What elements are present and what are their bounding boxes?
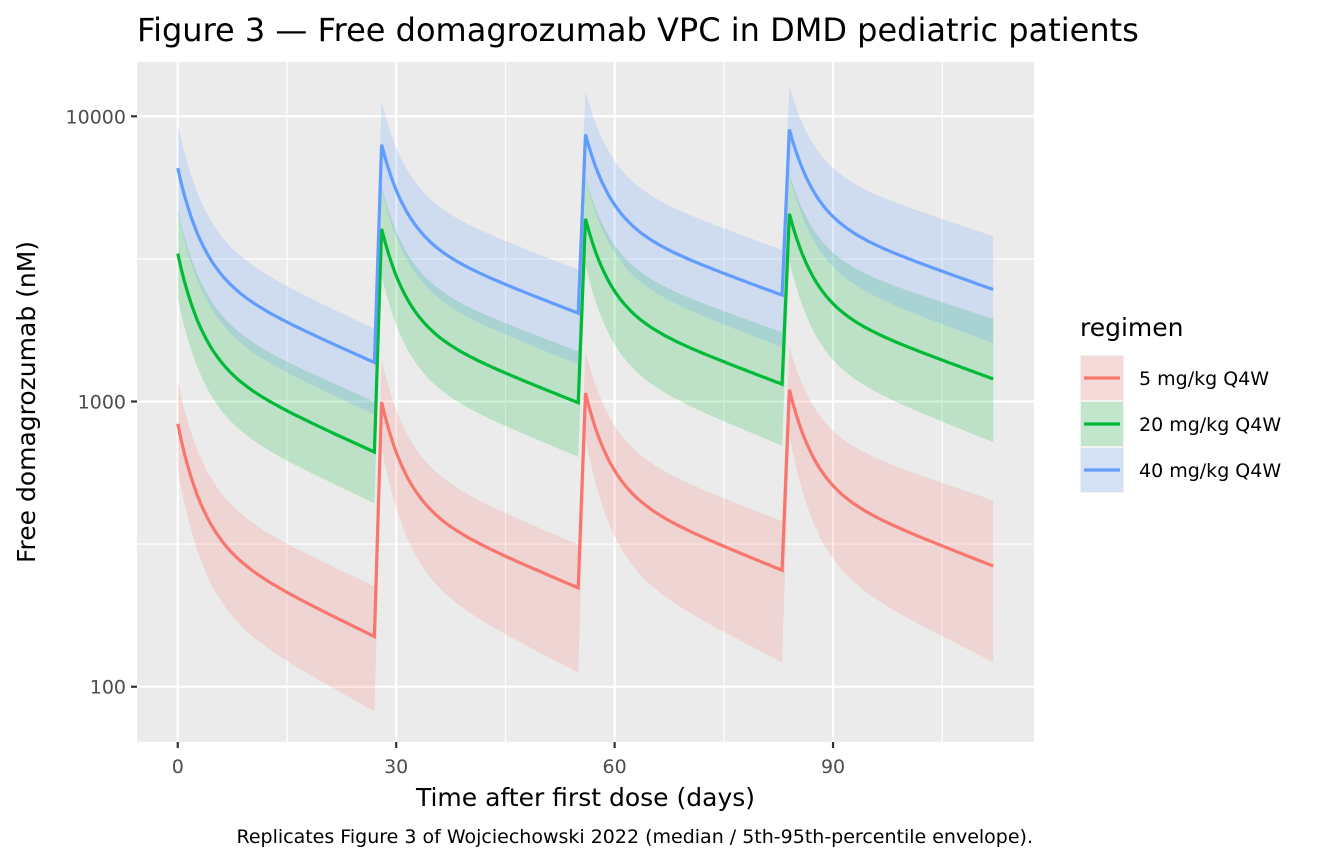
x-tick-label: 60 (603, 756, 627, 778)
legend-title: regimen (1080, 313, 1184, 342)
y-tick-label: 1000 (78, 392, 126, 414)
major-gridlines (137, 62, 1034, 742)
legend-label: 5 mg/kg Q4W (1139, 368, 1269, 390)
median-lines (176, 129, 994, 640)
y-tick-label: 100 (90, 677, 126, 699)
y-axis-title: Free domagrozumab (nM) (12, 241, 41, 563)
x-tick-label: 90 (821, 756, 845, 778)
median-line-2 (176, 129, 994, 365)
x-axis-title: Time after first dose (days) (415, 783, 755, 812)
x-axis: 0 30 60 90 (172, 742, 845, 778)
legend-label: 20 mg/kg Q4W (1139, 414, 1281, 436)
y-axis: 100 1000 10000 (66, 106, 137, 699)
x-tick-label: 30 (384, 756, 408, 778)
chart-title: Figure 3 — Free domagrozumab VPC in DMD … (137, 11, 1139, 49)
x-tick-label: 0 (172, 756, 184, 778)
legend: regimen 5 mg/kg Q4W 20 mg/kg Q4W 40 mg/kg … (1080, 313, 1281, 493)
median-line-1 (176, 213, 994, 455)
legend-label: 40 mg/kg Q4W (1139, 460, 1281, 482)
median-line-0 (176, 389, 994, 640)
chart-caption: Replicates Figure 3 of Wojciechowski 202… (236, 826, 1033, 848)
y-tick-label: 10000 (66, 106, 126, 128)
